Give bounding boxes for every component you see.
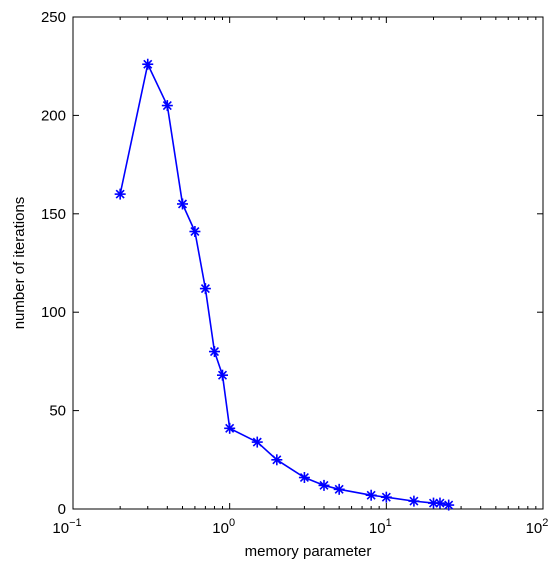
y-tick-label: 0 xyxy=(58,501,66,518)
data-point-marker xyxy=(434,497,446,509)
plot-area xyxy=(72,16,544,510)
data-point-marker xyxy=(251,436,263,448)
y-tick-label: 100 xyxy=(41,304,66,321)
y-tick-label: 200 xyxy=(41,107,66,124)
data-point-marker xyxy=(161,100,173,112)
y-axis-label: number of iterations xyxy=(11,197,28,330)
x-axis-label: memory parameter xyxy=(245,543,372,560)
x-tick-label: 10−1 xyxy=(52,517,81,537)
data-point-marker xyxy=(189,226,201,238)
tick-labels: 10−1 100 101 102 0 50 100 150 200 250 xyxy=(41,9,548,537)
data-point-marker xyxy=(443,499,455,511)
y-tick-label: 250 xyxy=(41,9,66,26)
y-tick-label: 150 xyxy=(41,206,66,223)
data-point-marker xyxy=(318,479,330,491)
data-point-marker xyxy=(114,188,126,200)
series-layer xyxy=(114,58,455,511)
data-point-marker xyxy=(142,58,154,70)
x-tick-label: 100 xyxy=(212,517,235,537)
data-point-marker xyxy=(177,198,189,210)
data-point-marker xyxy=(216,369,228,381)
data-point-marker xyxy=(380,491,392,503)
x-tick-label: 101 xyxy=(369,517,392,537)
data-point-marker xyxy=(208,346,220,358)
y-tick-label: 50 xyxy=(49,403,66,420)
axis-ticks xyxy=(72,16,544,510)
x-tick-label: 102 xyxy=(526,517,549,537)
data-point-marker xyxy=(298,472,310,484)
data-point-marker xyxy=(333,483,345,495)
data-point-marker xyxy=(271,454,283,466)
data-point-marker xyxy=(224,422,236,434)
data-point-marker xyxy=(365,489,377,501)
data-point-marker xyxy=(408,495,420,507)
data-point-marker xyxy=(199,283,211,295)
